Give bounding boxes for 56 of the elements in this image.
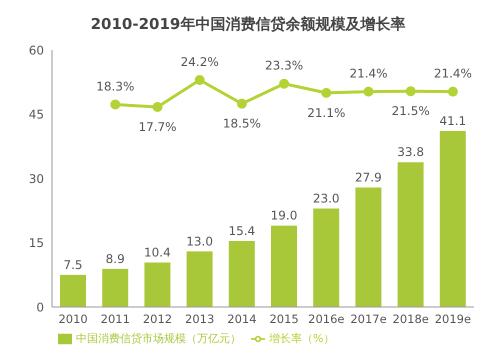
data-label: 21.4% (434, 66, 472, 81)
y-tick-label: 45 (28, 108, 44, 122)
data-label: 21.5% (392, 104, 430, 118)
bar (271, 226, 297, 307)
x-tick-label: 2018e (392, 312, 429, 326)
data-label: 27.9 (355, 170, 382, 184)
y-tick-label: 0 (36, 300, 44, 314)
data-label: 23.0 (312, 191, 340, 206)
legend-label: 增长率（%） (269, 332, 334, 345)
data-label: 18.3% (96, 80, 134, 94)
data-label: 21.4% (349, 66, 388, 81)
x-tick-label: 2012 (142, 312, 172, 326)
point (321, 88, 332, 98)
point (110, 100, 120, 110)
data-label: 7.5 (63, 258, 83, 272)
point (279, 78, 290, 89)
data-label: 21.1% (307, 106, 346, 120)
bar (398, 162, 424, 307)
point (364, 86, 374, 97)
x-tick-label: 2014 (227, 312, 257, 326)
point (406, 86, 416, 96)
data-label: 19.0 (270, 208, 298, 223)
legend-label: 中国消费信贷市场规模（万亿元） (76, 332, 241, 345)
point (194, 75, 205, 85)
bar (102, 268, 128, 307)
data-label: 18.5% (222, 116, 261, 131)
bar (186, 251, 213, 307)
bar (228, 241, 255, 307)
x-tick-label: 2017e (350, 312, 387, 326)
bar (355, 187, 382, 307)
data-label: 41.1 (439, 114, 466, 128)
y-tick-label: 60 (28, 43, 44, 58)
x-tick-label: 2010 (58, 312, 88, 326)
data-label: 33.8 (397, 145, 424, 160)
data-label: 15.4 (228, 224, 256, 238)
bar (60, 274, 86, 307)
point (152, 102, 162, 112)
y-tick-label: 15 (28, 236, 44, 250)
data-label: 17.7% (138, 120, 177, 134)
x-tick-label: 2011 (100, 312, 130, 326)
data-label: 10.4 (144, 245, 171, 260)
bar (440, 130, 466, 307)
bar (313, 208, 340, 307)
y-tick-label: 30 (28, 172, 44, 186)
chart-title: 2010-2019年中国消费信贷余额规模及增长率 (90, 14, 406, 35)
data-label: 8.9 (106, 252, 125, 266)
data-label: 24.2% (180, 55, 219, 69)
point (236, 98, 247, 109)
x-tick-label: 2016e (308, 312, 344, 326)
x-tick-label: 2015 (269, 312, 299, 326)
point (448, 86, 458, 97)
bar (144, 262, 170, 307)
data-label: 23.3% (265, 58, 304, 73)
x-tick-label: 2019e (434, 312, 472, 326)
data-label: 13.0 (186, 234, 213, 248)
x-tick-label: 2013 (185, 312, 214, 326)
